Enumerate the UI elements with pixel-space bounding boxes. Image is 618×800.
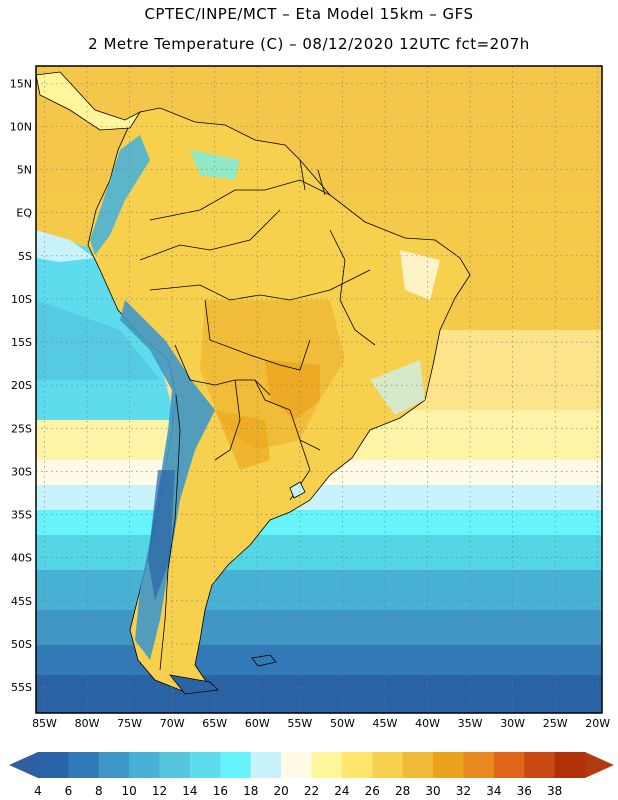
field-14c-band [36, 535, 602, 575]
map-frame [35, 65, 603, 714]
colorbar-label: 28 [395, 784, 410, 798]
colorbar-cell [402, 752, 434, 778]
colorbar-cell [311, 752, 343, 778]
colorbar-cell [98, 752, 130, 778]
colorbar-label: 34 [486, 784, 501, 798]
colorbar-labels: 4 6 8 10 12 14 16 18 20 22 24 26 28 30 32 34 36 38 [34, 784, 562, 798]
lon-tick-label: 30W [500, 717, 525, 730]
lon-tick-label: 60W [245, 717, 270, 730]
colorbar-cell [250, 752, 282, 778]
colorbar-label: 14 [182, 784, 197, 798]
lat-tick-label: 25S [11, 422, 32, 435]
lon-tick-label: 75W [117, 717, 142, 730]
lon-tick-label: 50W [330, 717, 355, 730]
colorbar-right-arrow [585, 752, 614, 778]
colorbar-label: 24 [334, 784, 349, 798]
country-borders [139, 159, 376, 671]
lat-tick-label: 20S [11, 379, 32, 392]
colorbar-left-arrow [9, 752, 38, 778]
lon-tick-label: 65W [202, 717, 227, 730]
colorbar-label: 18 [243, 784, 258, 798]
colorbar-label: 20 [273, 784, 288, 798]
colorbar-label: 30 [425, 784, 440, 798]
colorbar-label: 8 [95, 784, 103, 798]
colorbar-cell [159, 752, 191, 778]
colorbar-label: 36 [517, 784, 532, 798]
colorbar-cell [372, 752, 404, 778]
colorbar-label: 4 [34, 784, 42, 798]
lon-tick-label: 55W [287, 717, 312, 730]
colorbar-cell [493, 752, 525, 778]
colorbar-cell [38, 752, 69, 778]
colorbar-cell [463, 752, 495, 778]
lat-tick-label: 40S [11, 552, 32, 565]
colorbar-cell [341, 752, 373, 778]
lon-tick-label: 45W [373, 717, 398, 730]
lat-tick-label: 15S [11, 336, 32, 349]
colorbar-label: 32 [456, 784, 471, 798]
lat-tick-label: 10S [11, 293, 32, 306]
colorbar: 4 6 8 10 12 14 16 18 20 22 24 26 28 30 32 34 36 38 [9, 752, 614, 798]
lat-tick-label: 5N [17, 164, 32, 177]
colorbar-label: 6 [65, 784, 73, 798]
colorbar-label: 22 [304, 784, 319, 798]
longitude-labels: 85W 80W 75W 70W 65W 60W 55W 50W 45W 40W 35W 30W 25W 2… [32, 717, 610, 730]
lon-tick-label: 25W [543, 717, 568, 730]
colorbar-label: 12 [152, 784, 167, 798]
lon-tick-label: 40W [415, 717, 440, 730]
colorbar-cell [189, 752, 221, 778]
lat-tick-label: 55S [11, 681, 32, 694]
colorbar-label: 16 [213, 784, 228, 798]
colorbar-label: 38 [547, 784, 562, 798]
colorbar-cell [524, 752, 556, 778]
lat-tick-label: 35S [11, 509, 32, 522]
colorbar-label: 26 [365, 784, 380, 798]
lat-tick-label: 45S [11, 595, 32, 608]
lat-tick-label: EQ [16, 207, 32, 220]
latitude-labels: 15N 10N 5N EQ 5S 10S 15S 20S 25S 30S 35S 40S 45S 50S 5… [10, 77, 33, 694]
map-subtitle: 2 Metre Temperature (C) – 08/12/2020 12U… [88, 35, 530, 53]
colorbar-label: 10 [122, 784, 137, 798]
colorbar-cell [433, 752, 464, 778]
field-6c-band [36, 675, 602, 713]
lon-tick-label: 20W [585, 717, 610, 730]
colorbar-cell [68, 752, 100, 778]
field-8c-band [36, 645, 602, 680]
lat-tick-label: 15N [10, 77, 32, 90]
lon-tick-label: 80W [75, 717, 100, 730]
lon-tick-label: 35W [458, 717, 483, 730]
lat-tick-label: 30S [11, 465, 32, 478]
field-12c-band [36, 570, 602, 615]
colorbar-cell [281, 752, 312, 778]
colorbar-cell [554, 752, 586, 778]
map-field [36, 66, 602, 713]
colorbar-cell [220, 752, 252, 778]
colorbar-cells [38, 752, 586, 778]
lat-tick-label: 10N [10, 120, 32, 133]
colorbar-cell [129, 752, 161, 778]
lon-tick-label: 85W [32, 717, 57, 730]
lon-tick-label: 70W [160, 717, 185, 730]
lat-tick-label: 5S [18, 250, 32, 263]
lat-tick-label: 50S [11, 638, 32, 651]
map-title: CPTEC/INPE/MCT – Eta Model 15km – GFS [144, 5, 474, 23]
